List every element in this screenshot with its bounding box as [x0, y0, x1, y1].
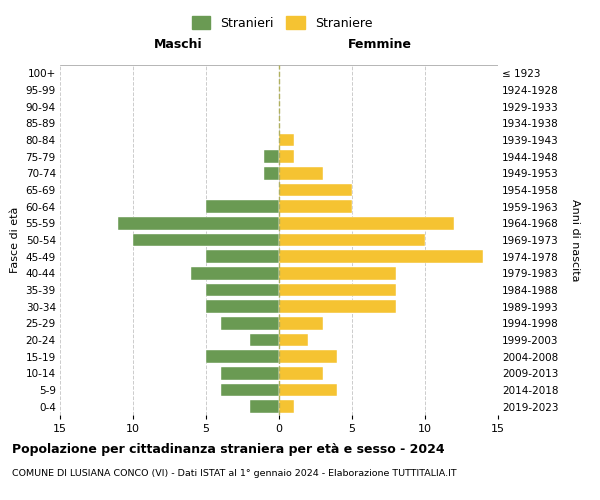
Bar: [279, 367, 323, 380]
Text: COMUNE DI LUSIANA CONCO (VI) - Dati ISTAT al 1° gennaio 2024 - Elaborazione TUTT: COMUNE DI LUSIANA CONCO (VI) - Dati ISTA…: [12, 469, 457, 478]
Bar: [206, 350, 279, 363]
Bar: [279, 134, 293, 146]
Bar: [279, 284, 396, 296]
Bar: [221, 384, 279, 396]
Bar: [279, 150, 293, 163]
Bar: [133, 234, 279, 246]
Bar: [250, 400, 279, 413]
Bar: [118, 217, 279, 230]
Bar: [279, 234, 425, 246]
Bar: [279, 384, 337, 396]
Bar: [279, 250, 484, 263]
Text: Popolazione per cittadinanza straniera per età e sesso - 2024: Popolazione per cittadinanza straniera p…: [12, 442, 445, 456]
Bar: [279, 350, 337, 363]
Bar: [206, 250, 279, 263]
Bar: [279, 167, 323, 179]
Bar: [221, 317, 279, 330]
Bar: [279, 317, 323, 330]
Bar: [191, 267, 279, 280]
Y-axis label: Anni di nascita: Anni di nascita: [570, 198, 580, 281]
Bar: [279, 217, 454, 230]
Bar: [279, 267, 396, 280]
Bar: [206, 284, 279, 296]
Bar: [279, 334, 308, 346]
Bar: [250, 334, 279, 346]
Bar: [279, 200, 352, 213]
Bar: [206, 200, 279, 213]
Bar: [265, 167, 279, 179]
Legend: Stranieri, Straniere: Stranieri, Straniere: [187, 11, 377, 35]
Bar: [279, 184, 352, 196]
Bar: [265, 150, 279, 163]
Text: Femmine: Femmine: [348, 38, 412, 51]
Bar: [206, 300, 279, 313]
Text: Maschi: Maschi: [154, 38, 203, 51]
Bar: [221, 367, 279, 380]
Bar: [279, 400, 293, 413]
Y-axis label: Fasce di età: Fasce di età: [10, 207, 20, 273]
Bar: [279, 300, 396, 313]
